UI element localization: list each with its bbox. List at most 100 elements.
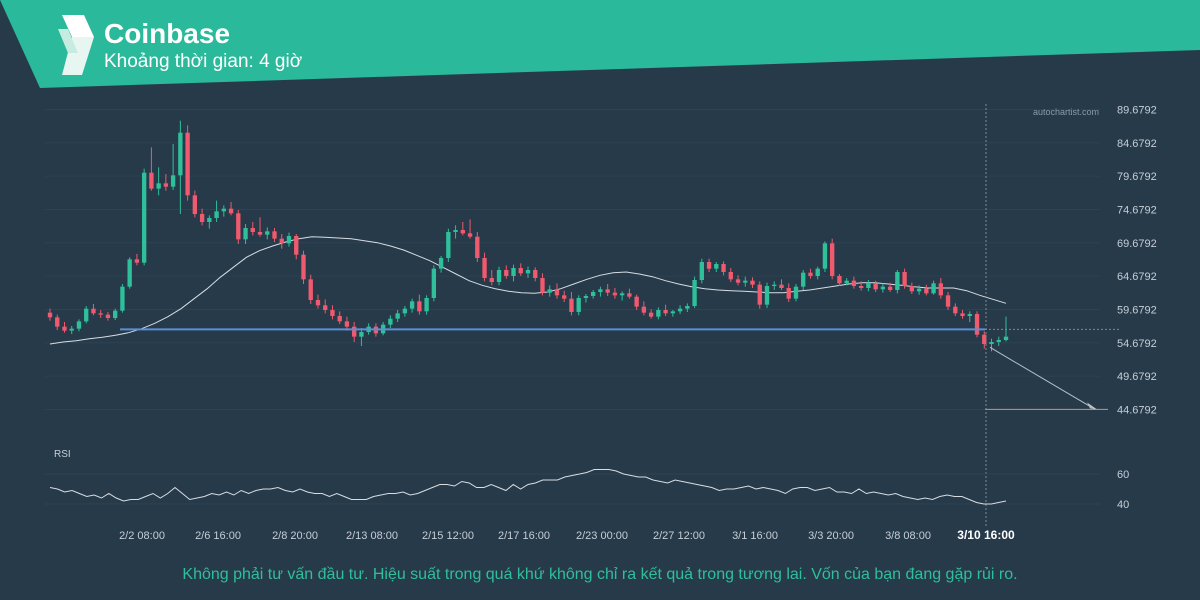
time-tick-label: 2/27 12:00 bbox=[653, 530, 705, 542]
candle bbox=[323, 299, 328, 314]
candle-body bbox=[996, 340, 1001, 342]
candle bbox=[185, 125, 190, 201]
candle-body bbox=[496, 270, 502, 282]
candle-body bbox=[569, 298, 574, 312]
price-tick-label: 49.6792 bbox=[1117, 371, 1157, 383]
candle bbox=[772, 281, 777, 290]
candle bbox=[757, 281, 762, 309]
candle-body bbox=[880, 286, 886, 290]
candle-body bbox=[764, 286, 770, 305]
candle bbox=[257, 217, 263, 237]
candle bbox=[750, 277, 755, 288]
candle-body bbox=[352, 326, 357, 337]
price-tick-label: 89.6792 bbox=[1117, 104, 1157, 116]
candle-body bbox=[221, 208, 226, 212]
candle-body bbox=[330, 310, 335, 316]
candle-body bbox=[185, 132, 190, 196]
price-tick-label: 44.6792 bbox=[1117, 404, 1157, 416]
time-tick-label: 2/15 12:00 bbox=[422, 530, 474, 542]
candle-body bbox=[388, 318, 393, 325]
candle bbox=[634, 294, 639, 310]
candle-body bbox=[953, 306, 958, 314]
candle-body bbox=[402, 308, 408, 314]
candle-body bbox=[504, 270, 509, 276]
candle-body bbox=[938, 283, 943, 296]
candle bbox=[417, 294, 422, 315]
candle bbox=[808, 268, 813, 279]
candle bbox=[641, 301, 647, 316]
candle-body bbox=[272, 231, 277, 239]
candle bbox=[395, 310, 400, 322]
candle-body bbox=[887, 286, 893, 290]
candle-body bbox=[438, 258, 444, 269]
timeframe-label: Khoảng thời gian: 4 giờ bbox=[104, 51, 303, 72]
candle-body bbox=[721, 264, 726, 272]
candle-body bbox=[178, 132, 183, 176]
candle bbox=[228, 202, 234, 216]
projection-arrowhead bbox=[1087, 402, 1097, 410]
candle bbox=[294, 234, 299, 260]
candle bbox=[540, 273, 545, 296]
candle-body bbox=[547, 289, 552, 293]
candle-body bbox=[250, 228, 255, 232]
candle bbox=[170, 144, 176, 190]
candle bbox=[627, 288, 632, 299]
candle-body bbox=[467, 233, 473, 237]
candle bbox=[692, 276, 697, 308]
candle-body bbox=[257, 232, 263, 235]
candle-body bbox=[192, 195, 198, 214]
candle-body bbox=[84, 308, 89, 322]
candle bbox=[84, 306, 89, 324]
candle-body bbox=[315, 300, 321, 306]
candle bbox=[344, 316, 350, 331]
candle-body bbox=[533, 270, 538, 278]
rsi-line bbox=[49, 469, 1007, 505]
candle bbox=[424, 295, 429, 315]
candle-body bbox=[909, 286, 915, 292]
candle bbox=[105, 312, 111, 321]
candle-body bbox=[424, 298, 429, 312]
candle bbox=[605, 284, 610, 296]
candle-body bbox=[576, 298, 581, 312]
candle-body bbox=[692, 280, 697, 306]
candle-body bbox=[359, 332, 364, 337]
candle-body bbox=[301, 254, 306, 280]
time-tick-label: 2/17 16:00 bbox=[498, 530, 550, 542]
candle-body bbox=[482, 258, 487, 278]
candle bbox=[533, 267, 538, 282]
candle bbox=[648, 309, 654, 319]
candle-body bbox=[1003, 336, 1009, 340]
candle bbox=[127, 257, 132, 289]
candle-body bbox=[772, 284, 777, 286]
time-tick-label: 2/6 16:00 bbox=[195, 530, 241, 542]
candle bbox=[388, 315, 393, 328]
candle bbox=[272, 228, 277, 242]
candle-body bbox=[728, 272, 733, 280]
candle bbox=[453, 225, 458, 239]
moving-average-path bbox=[49, 236, 1007, 345]
candle-body bbox=[591, 292, 596, 296]
price-tick-label: 84.6792 bbox=[1117, 138, 1157, 150]
candle bbox=[699, 258, 704, 284]
candle-body bbox=[170, 175, 176, 187]
candle bbox=[279, 234, 284, 249]
candle bbox=[801, 270, 806, 290]
candle-body bbox=[924, 288, 929, 294]
candle bbox=[830, 238, 835, 280]
page-title: Coinbase bbox=[104, 18, 231, 49]
candle-body bbox=[308, 279, 313, 300]
candle-body bbox=[207, 218, 212, 222]
candle bbox=[141, 168, 147, 266]
moving-average-line bbox=[49, 236, 1007, 345]
candle bbox=[656, 307, 661, 320]
candle bbox=[301, 250, 306, 284]
candle-body bbox=[750, 280, 755, 285]
candle bbox=[945, 292, 951, 310]
candle-body bbox=[851, 280, 857, 286]
candle bbox=[496, 266, 502, 286]
candle-body bbox=[69, 328, 74, 331]
candle-body bbox=[902, 272, 907, 286]
candle bbox=[569, 292, 574, 316]
grid-lines bbox=[45, 108, 1100, 410]
